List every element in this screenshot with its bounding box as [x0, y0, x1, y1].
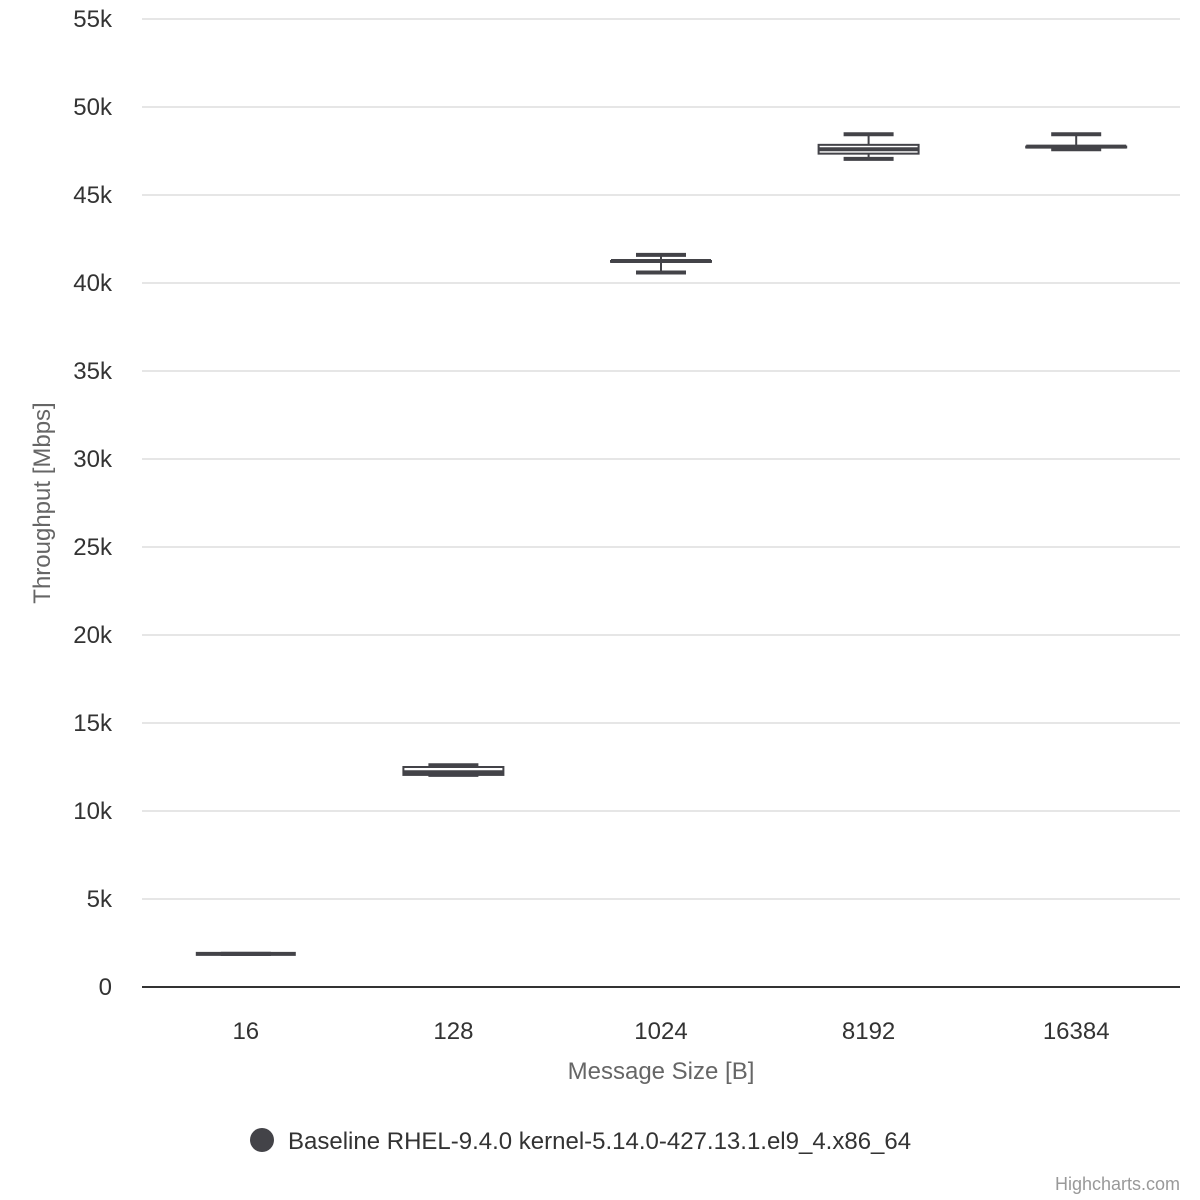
x-axis-tick-labels: 16 128 1024 8192 16384: [232, 1018, 1109, 1045]
legend-marker-icon: [250, 1128, 274, 1152]
y-tick-label: 55k: [73, 6, 113, 33]
box-8192[interactable]: [817, 132, 920, 161]
y-tick-label: 10k: [73, 798, 113, 825]
x-tick-label: 1024: [634, 1018, 687, 1045]
legend-item[interactable]: Baseline RHEL-9.4.0 kernel-5.14.0-427.13…: [250, 1128, 911, 1155]
x-tick-label: 16384: [1043, 1018, 1110, 1045]
y-tick-label: 45k: [73, 182, 113, 209]
legend-label: Baseline RHEL-9.4.0 kernel-5.14.0-427.13…: [288, 1128, 911, 1155]
x-tick-label: 8192: [842, 1018, 895, 1045]
x-tick-label: 16: [232, 1018, 259, 1045]
x-axis-title: Message Size [B]: [568, 1058, 755, 1085]
y-tick-label: 30k: [73, 446, 113, 473]
y-axis-tick-labels: 0 5k 10k 15k 20k 25k 30k 35k 40k 45k 50k 55k: [73, 6, 113, 1001]
grid-lines: [142, 18, 1180, 900]
y-tick-label: 50k: [73, 94, 113, 121]
y-tick-label: 15k: [73, 710, 113, 737]
y-tick-label: 25k: [73, 534, 113, 561]
series-boxes: [195, 132, 1128, 956]
box-128[interactable]: [402, 763, 505, 777]
y-tick-label: 5k: [87, 886, 113, 913]
y-tick-label: 0: [99, 974, 112, 1001]
credits-link[interactable]: Highcharts.com: [1055, 1174, 1180, 1194]
box-1024[interactable]: [610, 252, 712, 275]
y-tick-label: 35k: [73, 358, 113, 385]
y-axis-title: Throughput [Mbps]: [29, 402, 56, 603]
y-tick-label: 40k: [73, 270, 113, 297]
x-tick-label: 128: [433, 1018, 473, 1045]
y-tick-label: 20k: [73, 622, 113, 649]
box-16384[interactable]: [1025, 132, 1128, 152]
